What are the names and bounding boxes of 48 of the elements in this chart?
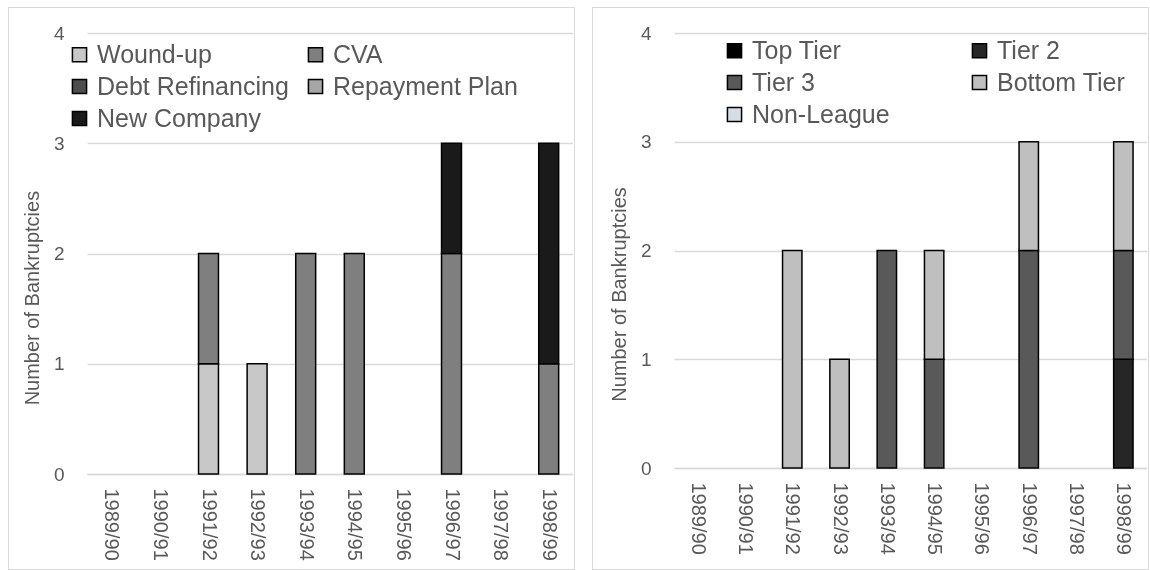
x-tick-label: 1998/99: [538, 488, 561, 561]
x-tick-label: 1991/92: [198, 488, 221, 561]
x-tick-label: 1994/95: [344, 488, 367, 561]
y-tick-label: 1: [53, 353, 65, 375]
legend-label: Wound-up: [97, 39, 212, 68]
legend-label: Non-League: [752, 99, 890, 128]
y-axis-title: Number of Bankruptcies: [607, 187, 630, 402]
x-tick-label: 1998/99: [1113, 482, 1136, 555]
x-tick-label: 1996/97: [1018, 482, 1041, 555]
x-tick-label: 1994/95: [924, 482, 947, 555]
bar: [246, 363, 268, 475]
legend-label: Debt Refinancing: [97, 71, 289, 100]
x-tick-label: 1992/93: [247, 488, 270, 561]
x-tick-label: 1990/91: [149, 488, 172, 561]
y-tick-label: 4: [53, 22, 65, 44]
x-tick-label: 1995/96: [392, 488, 415, 561]
x-tick-label: 1993/94: [876, 482, 899, 555]
x-tick-label: 1989/90: [101, 488, 124, 561]
x-tick-label: 1991/92: [782, 482, 805, 555]
x-tick-label: 1992/93: [829, 482, 852, 555]
x-tick-label: 1990/91: [734, 482, 757, 555]
y-tick-label: 2: [640, 240, 652, 261]
legend-label: Tier 2: [997, 35, 1060, 64]
bar: [829, 358, 850, 469]
x-tick-label: 1995/96: [971, 482, 994, 555]
legend-label: Repayment Plan: [333, 71, 518, 100]
x-tick-label: 1993/94: [295, 488, 318, 561]
x-tick-label: 1997/98: [490, 488, 513, 561]
x-tick-label: 1996/97: [441, 488, 464, 561]
y-tick-label: 3: [640, 131, 652, 153]
legend-label: Tier 3: [752, 67, 815, 96]
y-tick-label: 4: [640, 22, 652, 44]
x-tick-label: 1989/90: [687, 482, 710, 555]
legend-label: Bottom Tier: [997, 67, 1125, 96]
x-tick-label: 1997/98: [1066, 482, 1089, 555]
bar: [294, 252, 317, 475]
y-tick-label: 0: [640, 457, 652, 479]
bar: [876, 249, 898, 469]
legend-label: New Company: [97, 103, 262, 132]
legend-label: Top Tier: [752, 35, 841, 64]
y-tick-label: 0: [53, 463, 65, 485]
y-tick-label: 3: [53, 132, 65, 154]
y-tick-label: 2: [53, 243, 65, 264]
y-axis-title: Number of Bankruptcies: [20, 190, 43, 406]
y-tick-label: 1: [640, 348, 652, 370]
bar: [781, 249, 803, 469]
bar: [343, 252, 366, 475]
legend-label: CVA: [333, 39, 383, 68]
